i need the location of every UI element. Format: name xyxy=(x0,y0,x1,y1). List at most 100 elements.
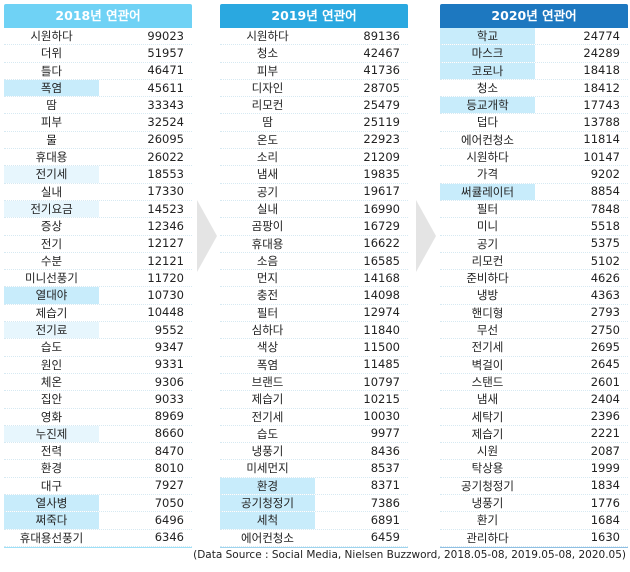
count-cell: 2750 xyxy=(590,322,620,337)
keyword-cell: 휴대용선풍기 xyxy=(19,530,84,545)
table-row: 휴대용 26022 xyxy=(4,149,192,167)
count-cell: 2087 xyxy=(590,443,620,458)
keyword-cell: 미니 xyxy=(476,219,499,234)
keyword-cell: 전기료 xyxy=(4,322,99,339)
count-cell: 2221 xyxy=(590,426,620,441)
count-cell: 17330 xyxy=(147,184,184,199)
table-row: 심하다 11840 xyxy=(220,322,408,340)
keyword-cell: 등교개학 xyxy=(440,97,535,114)
table-row: 리모컨 25479 xyxy=(220,97,408,115)
table-row: 세척 6891 xyxy=(220,512,408,530)
table-row: 실내 16990 xyxy=(220,201,408,219)
count-cell: 2645 xyxy=(590,357,620,372)
table-row: 전기세 2695 xyxy=(440,339,628,357)
count-cell: 9331 xyxy=(154,357,184,372)
count-cell: 24774 xyxy=(583,28,620,43)
chevron-right-icon xyxy=(197,200,217,272)
count-cell: 8371 xyxy=(370,478,400,493)
count-cell: 26095 xyxy=(147,132,184,147)
table-row: 에어컨청소 11814 xyxy=(440,132,628,150)
table-row: 휴대용선풍기 6346 xyxy=(4,530,192,547)
panel-title: 2020년 연관어 xyxy=(440,4,628,28)
table-row: 대구 7927 xyxy=(4,478,192,496)
count-cell: 6459 xyxy=(370,530,400,545)
count-cell: 16729 xyxy=(363,218,400,233)
keyword-cell: 전기 xyxy=(40,236,63,251)
panel-title: 2018년 연관어 xyxy=(4,4,192,28)
keyword-cell: 땀 xyxy=(46,98,57,113)
table-row: 전력 8470 xyxy=(4,443,192,461)
count-cell: 16585 xyxy=(363,253,400,268)
count-cell: 10215 xyxy=(363,391,400,406)
table-row: 누진제 8660 xyxy=(4,425,192,444)
table-row: 땀 25119 xyxy=(220,114,408,132)
keyword-cell: 리모컨 xyxy=(471,253,504,268)
count-cell: 12127 xyxy=(147,236,184,251)
table-row: 충전 14098 xyxy=(220,287,408,305)
table-row: 소음 16585 xyxy=(220,253,408,271)
count-cell: 42467 xyxy=(363,45,400,60)
table-row: 시원하다 99023 xyxy=(4,28,192,46)
table-row: 열대야 10730 xyxy=(4,287,192,305)
count-cell: 8969 xyxy=(154,409,184,424)
count-cell: 28705 xyxy=(363,80,400,95)
table-row: 제습기 2221 xyxy=(440,426,628,444)
table-row: 수분 12121 xyxy=(4,253,192,271)
table-row: 공기청정기 7386 xyxy=(220,495,408,513)
keyword-cell: 습도 xyxy=(40,340,63,355)
keyword-cell: 습도 xyxy=(256,426,279,441)
count-cell: 33343 xyxy=(147,97,184,112)
keyword-list: 학교 24774 마스크 24289 코로나 18418 청소 18412 등교개학 17743 덥… xyxy=(440,28,628,548)
keyword-cell: 땀 xyxy=(262,115,273,130)
count-cell: 25479 xyxy=(363,97,400,112)
count-cell: 10147 xyxy=(583,149,620,164)
count-cell: 26022 xyxy=(147,149,184,164)
count-cell: 41736 xyxy=(363,63,400,78)
keyword-cell: 피부 xyxy=(256,63,279,78)
keyword-cell: 온도 xyxy=(256,132,279,147)
count-cell: 2601 xyxy=(590,374,620,389)
count-cell: 2695 xyxy=(590,340,620,354)
keyword-cell: 시원하다 xyxy=(30,29,73,43)
keyword-cell: 제습기 xyxy=(251,392,284,407)
table-row: 영화 8969 xyxy=(4,409,192,426)
table-row: 미니 5518 xyxy=(440,218,628,236)
table-row: 코로나 18418 xyxy=(440,62,628,80)
count-cell: 2404 xyxy=(590,391,620,406)
table-row: 전기세 10030 xyxy=(220,409,408,426)
panel-2020: 2020년 연관어 학교 24774 마스크 24289 코로나 18418 청소 18412… xyxy=(440,4,628,548)
count-cell: 22923 xyxy=(363,132,400,147)
count-cell: 16990 xyxy=(363,201,400,216)
count-cell: 12974 xyxy=(363,305,400,320)
table-row: 먼지 14168 xyxy=(220,270,408,288)
keyword-cell: 전기세 xyxy=(471,340,504,355)
keyword-cell: 휴대용 xyxy=(251,236,284,251)
count-cell: 7927 xyxy=(154,478,184,493)
table-row: 피부 32524 xyxy=(4,114,192,132)
table-row: 냉풍기 8436 xyxy=(220,443,408,461)
table-row: 브랜드 10797 xyxy=(220,374,408,392)
table-row: 열사병 7050 xyxy=(4,495,192,513)
keyword-cell: 벽걸이 xyxy=(471,357,504,372)
keyword-cell: 더위 xyxy=(40,46,63,61)
count-cell: 6496 xyxy=(154,512,184,527)
count-cell: 18412 xyxy=(583,80,620,95)
table-row: 전기료 9552 xyxy=(4,322,192,340)
table-row: 냉풍기 1776 xyxy=(440,495,628,513)
count-cell: 9347 xyxy=(154,340,184,354)
table-row: 관리하다 1630 xyxy=(440,530,628,547)
count-cell: 17743 xyxy=(583,97,620,112)
count-cell: 24289 xyxy=(583,45,620,60)
table-row: 온도 22923 xyxy=(220,132,408,150)
keyword-cell: 누진제 xyxy=(4,425,99,443)
keyword-cell: 증상 xyxy=(40,219,63,234)
count-cell: 5518 xyxy=(590,218,620,233)
table-row: 필터 7848 xyxy=(440,201,628,219)
keyword-cell: 에어컨청소 xyxy=(241,530,294,545)
count-cell: 19617 xyxy=(363,184,400,199)
count-cell: 4363 xyxy=(590,288,620,303)
table-row: 습도 9977 xyxy=(220,426,408,444)
table-row: 세탁기 2396 xyxy=(440,409,628,426)
count-cell: 25119 xyxy=(363,115,400,130)
table-row: 등교개학 17743 xyxy=(440,97,628,115)
